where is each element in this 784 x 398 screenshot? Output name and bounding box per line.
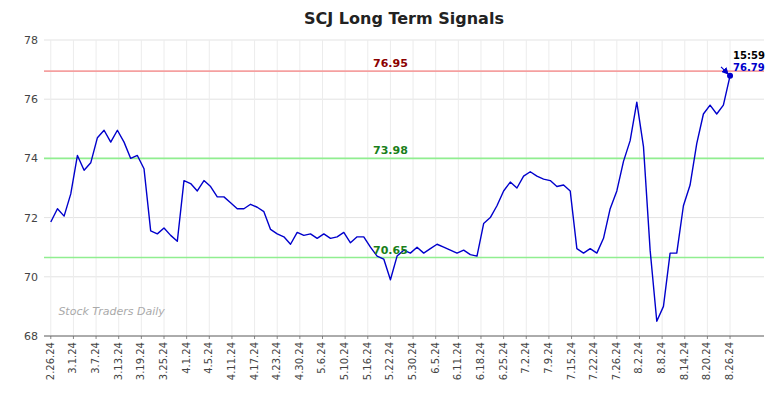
x-tick-label: 6.5.24: [430, 342, 441, 374]
y-grid-line: [44, 99, 764, 100]
y-grid-line: [44, 158, 764, 159]
x-tick-label: 2.26.24: [45, 342, 56, 380]
x-tick-label: 5.16.24: [362, 342, 373, 380]
x-tick-label: 5.6.24: [316, 342, 327, 374]
reference-label: 76.95: [373, 57, 408, 70]
x-grid-line: [458, 40, 459, 336]
x-tick-label: 7.15.24: [566, 342, 577, 380]
x-grid-line: [299, 40, 300, 336]
y-tick-label: 70: [24, 271, 38, 284]
x-tick-label: 6.18.24: [475, 342, 486, 380]
x-tick-label: 6.25.24: [498, 342, 509, 380]
price-line: [51, 76, 730, 321]
x-grid-line: [231, 40, 232, 336]
x-grid-line: [345, 40, 346, 336]
x-grid-line: [435, 40, 436, 336]
x-grid-line: [164, 40, 165, 336]
reference-label: 70.65: [373, 244, 408, 257]
x-grid-line: [186, 40, 187, 336]
x-grid-line: [548, 40, 549, 336]
title: SCJ Long Term Signals: [304, 9, 504, 28]
x-tick-label: 3.19.24: [135, 342, 146, 380]
y-grid-line: [44, 336, 764, 337]
x-grid-line: [141, 40, 142, 336]
x-tick-label: 8.8.24: [656, 342, 667, 374]
x-axis-line: [44, 336, 764, 337]
annotation-arrow: [721, 67, 728, 74]
x-tick-label: 4.30.24: [294, 342, 305, 380]
last-price-label: 76.79: [733, 62, 765, 73]
x-tick-label: 5.30.24: [407, 342, 418, 380]
reference-line: [44, 257, 764, 259]
x-grid-line: [526, 40, 527, 336]
y-grid-line: [44, 217, 764, 218]
reference-label: 73.98: [373, 144, 408, 157]
y-tick-label: 68: [24, 330, 38, 343]
x-tick-label: 5.22.24: [384, 342, 395, 380]
x-grid-line: [594, 40, 595, 336]
x-grid-line: [730, 40, 731, 336]
watermark: Stock Traders Daily: [58, 305, 165, 318]
x-grid-line: [367, 40, 368, 336]
x-grid-line: [322, 40, 323, 336]
x-tick-label: 5.10.24: [339, 342, 350, 380]
y-tick-label: 72: [24, 212, 38, 225]
plot-area: [44, 71, 764, 321]
grid: [44, 40, 764, 336]
reference-line: [44, 70, 764, 72]
x-grid-line: [707, 40, 708, 336]
x-grid-line: [684, 40, 685, 336]
x-grid-line: [209, 40, 210, 336]
x-tick-label: 3.13.24: [113, 342, 124, 380]
x-grid-line: [277, 40, 278, 336]
y-grid-line: [44, 276, 764, 277]
x-grid-line: [96, 40, 97, 336]
x-tick-label: 7.2.24: [520, 342, 531, 374]
x-grid-line: [480, 40, 481, 336]
x-grid-line: [662, 40, 663, 336]
reference-line: [44, 158, 764, 160]
x-tick-label: 8.14.24: [679, 342, 690, 380]
x-grid-line: [413, 40, 414, 336]
x-tick-label: 4.5.24: [203, 342, 214, 374]
x-grid-line: [639, 40, 640, 336]
x-grid-line: [390, 40, 391, 336]
x-tick-label: 8.26.24: [724, 342, 735, 380]
last-time-label: 15:59: [733, 50, 765, 61]
x-tick-label: 7.22.24: [588, 342, 599, 380]
y-tick-label: 78: [24, 34, 38, 47]
x-tick-label: 6.11.24: [452, 342, 463, 380]
x-grid-line: [73, 40, 74, 336]
x-tick-label: 3.1.24: [67, 342, 78, 374]
x-grid-line: [571, 40, 572, 336]
x-tick-label: 4.17.24: [249, 342, 260, 380]
y-grid-line: [44, 40, 764, 41]
x-tick-label: 3.7.24: [90, 342, 101, 374]
x-grid-line: [254, 40, 255, 336]
x-tick-label: 7.26.24: [611, 342, 622, 380]
y-tick-label: 76: [24, 93, 38, 106]
y-tick-label: 74: [24, 152, 38, 165]
chart: SCJ Long Term Signals 68 70 72 74 76 78 2.26.24…: [0, 0, 784, 398]
x-tick-label: 4.1.24: [181, 342, 192, 374]
x-grid-line: [503, 40, 504, 336]
x-tick-label: 4.23.24: [271, 342, 282, 380]
x-grid-line: [50, 40, 51, 336]
x-tick-label: 8.20.24: [701, 342, 712, 380]
x-tick-label: 4.11.24: [226, 342, 237, 380]
x-tick-label: 3.25.24: [158, 342, 169, 380]
x-grid-line: [118, 40, 119, 336]
x-tick-label: 7.9.24: [543, 342, 554, 374]
x-tick-label: 8.2.24: [633, 342, 644, 374]
